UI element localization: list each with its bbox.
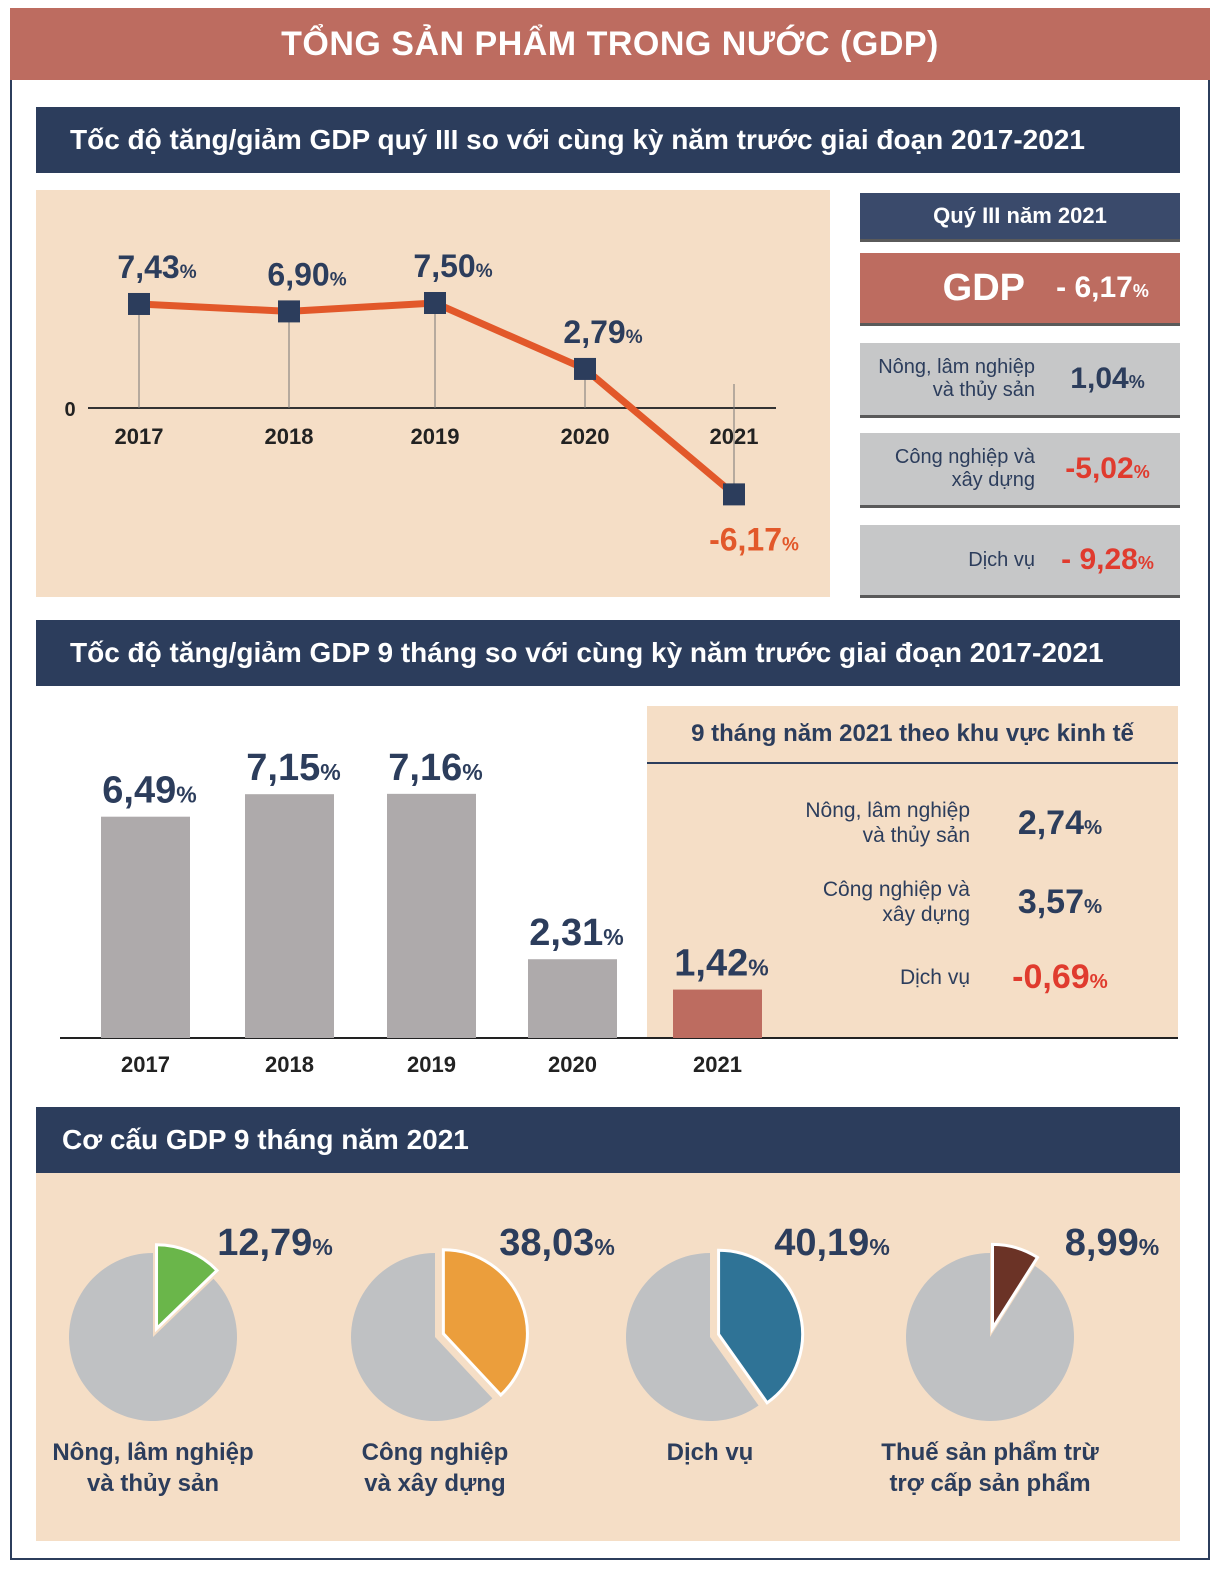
pie-slice [717, 1248, 805, 1405]
gdp-value: - 6,17% [1056, 271, 1149, 304]
pie-slice [441, 1248, 529, 1398]
sector-value: -5,02% [1065, 452, 1150, 485]
period-label: Quý III năm 2021 [860, 193, 1180, 239]
section1-header: Tốc độ tăng/giảm GDP quý III so với cùng… [36, 107, 1180, 173]
sector-panel-title: 9 tháng năm 2021 theo khu vực kinh tế [647, 706, 1178, 764]
bar-value-label: 1,42% [674, 943, 768, 985]
sector-value: 1,04% [1070, 362, 1145, 395]
bar [245, 794, 334, 1038]
sector-label: Dịch vụ [968, 548, 1035, 571]
sector-label: Công nghiệp và xây dựng [822, 878, 970, 927]
x-tick-label: 2021 [693, 1052, 742, 1077]
sector-value: 3,57% [1017, 882, 1103, 921]
x-tick-label: 2019 [407, 1052, 456, 1077]
sector-value: 2,74% [1017, 803, 1103, 842]
line-chart: 0 7,43% 2017 6,90% 2018 7,50% 2019 2,79% 2020 -6,… [64, 248, 799, 557]
zero-tick-label: 0 [64, 399, 75, 421]
sector-box-services: Dịch vụ - 9,28% [860, 525, 1180, 595]
x-tick-label: 2017 [115, 424, 164, 449]
x-tick-label: 2020 [561, 424, 610, 449]
pie-value-label: 12,79% [217, 1222, 333, 1264]
sector-label: Công nghiệp và xây dựng [894, 446, 1035, 491]
data-point [278, 300, 300, 323]
sector-row-services: Dịch vụ -0,69% [650, 958, 1170, 997]
data-label: 7,43% [117, 249, 196, 285]
pie-slice [991, 1242, 1040, 1334]
gdp-box: GDP - 6,17% [860, 253, 1180, 323]
section2-header: Tốc độ tăng/giảm GDP 9 tháng so với cùng… [36, 620, 1180, 686]
x-tick-label: 2017 [121, 1052, 170, 1077]
pie-charts: 12,79% 38,03% 40,19% 8,99% [69, 1222, 1159, 1421]
pie-value-label: 40,19% [774, 1222, 890, 1264]
sector-row-agriculture: Nông, lâm nghiệp và thủy sản 2,74% [650, 798, 1170, 848]
bar [673, 989, 762, 1038]
bar-value-label: 7,16% [388, 747, 482, 789]
sector-label: Dịch vụ [899, 965, 970, 989]
x-tick-label: 2021 [710, 424, 759, 449]
sector-label: Nông, lâm nghiệp và thủy sản [878, 356, 1035, 401]
data-label: -6,17% [709, 521, 799, 557]
x-tick-label: 2018 [265, 424, 314, 449]
data-label: 6,90% [267, 256, 346, 292]
x-tick-label: 2019 [411, 424, 460, 449]
pie-remainder [351, 1253, 493, 1421]
gdp-label: GDP [942, 266, 1025, 309]
pie-value-label: 38,03% [499, 1222, 615, 1264]
section3-header: Cơ cấu GDP 9 tháng năm 2021 [36, 1107, 1180, 1173]
data-label: 7,50% [413, 248, 492, 284]
bar [387, 793, 476, 1038]
sector-box-agriculture: Nông, lâm nghiệp và thủy sản 1,04% [860, 343, 1180, 415]
sector-row-industry: Công nghiệp và xây dựng 3,57% [650, 877, 1170, 927]
pie-label-tax: Thuế sản phẩm trừ trợ cấp sản phẩm [881, 1439, 1099, 1498]
pie-value-label: 8,99% [1065, 1222, 1159, 1264]
sector-value: - 9,28% [1061, 543, 1154, 576]
pie-label-services: Dịch vụ [666, 1439, 754, 1466]
data-point [424, 292, 446, 314]
x-tick-label: 2018 [265, 1052, 314, 1077]
bar-chart: 6,49% 2017 7,15% 2018 7,16% 2019 2,31% 2020 1,42… [60, 747, 1178, 1077]
page-title: TỔNG SẢN PHẨM TRONG NƯỚC (GDP) [10, 8, 1210, 80]
sector-value: -0,69% [1012, 958, 1108, 996]
data-point [574, 357, 596, 380]
bar-value-label: 7,15% [246, 747, 340, 789]
data-label: 2,79% [563, 314, 642, 350]
pie-remainder [906, 1253, 1074, 1421]
pie-slice [155, 1243, 220, 1333]
sector-label: Nông, lâm nghiệp và thủy sản [805, 799, 970, 848]
pie-label-industry: Công nghiệp và xây dựng [361, 1439, 509, 1498]
x-tick-label: 2020 [548, 1052, 597, 1077]
data-point [128, 292, 150, 315]
line-chart-panel: 0 7,43% 2017 6,90% 2018 7,50% 2019 2,79% 2020 -6,… [36, 190, 830, 597]
pie-panel: 12,79% 38,03% 40,19% 8,99% Nông, lâm nghiệp… [36, 1173, 1180, 1541]
sector-panel: 9 tháng năm 2021 theo khu vực kinh tế [647, 706, 1178, 1039]
bar [101, 816, 190, 1038]
sector-box-industry: Công nghiệp và xây dựng -5,02% [860, 433, 1180, 505]
pie-remainder [69, 1253, 237, 1421]
bar [528, 959, 617, 1038]
pie-label-agriculture: Nông, lâm nghiệp và thủy sản [52, 1439, 254, 1498]
pie-remainder [626, 1253, 759, 1421]
series-line [138, 299, 737, 498]
data-point [723, 483, 745, 506]
bar-value-label: 2,31% [529, 912, 623, 954]
bar-value-label: 6,49% [102, 770, 196, 812]
